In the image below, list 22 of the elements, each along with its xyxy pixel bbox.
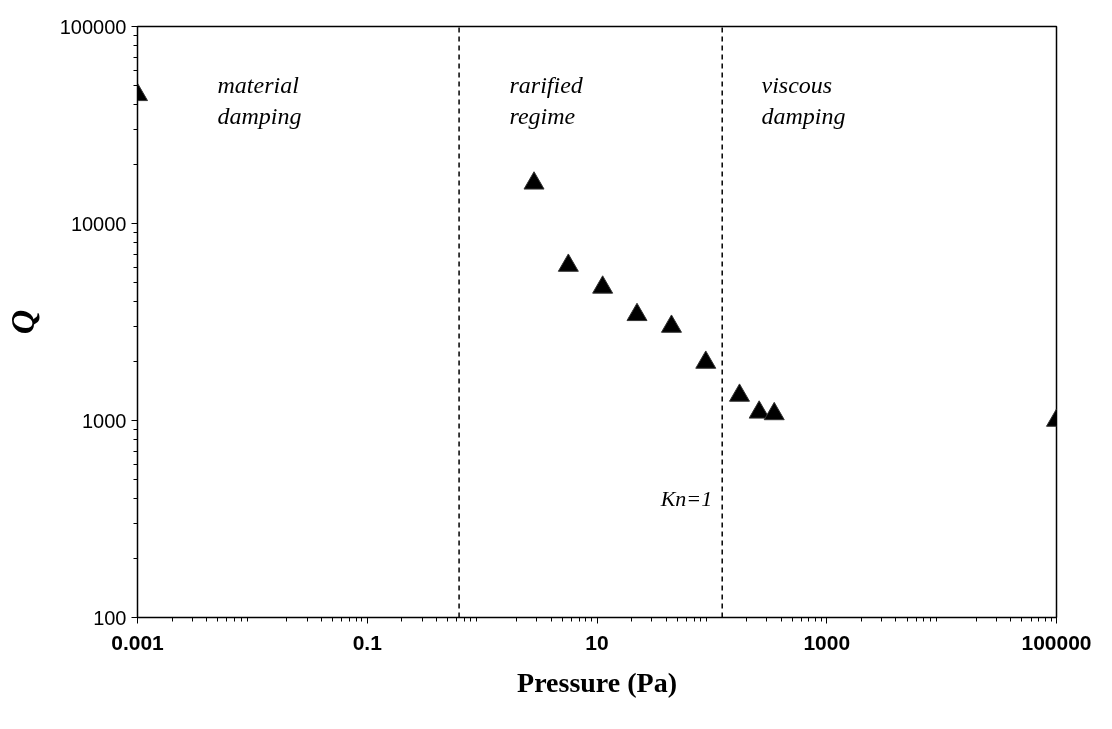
y-tick-label: 100000 [59,15,127,38]
y-tick-label: 1000 [82,409,127,432]
point [660,314,682,333]
y-tick-label: 10000 [70,212,127,235]
annotation: rarified regime [509,71,584,129]
y-axis-title: Q [3,309,41,335]
x-tick-label: 100000 [1021,630,1092,654]
annotation: material damping [217,71,302,129]
point [592,275,614,294]
annotation: Kn=1 [659,486,713,512]
x-tick-label: 0.001 [111,630,165,654]
x-axis-title: Pressure (Pa) [517,666,677,698]
x-tick-label: 0.1 [352,630,383,654]
point [557,253,579,272]
annotation: viscous damping [761,71,846,129]
point [729,383,751,402]
point [523,171,545,190]
point [695,350,717,369]
x-tick-label: 10 [585,630,609,654]
x-tick-label: 1000 [803,630,851,654]
point [626,302,648,322]
y-tick-label: 100 [93,606,127,629]
